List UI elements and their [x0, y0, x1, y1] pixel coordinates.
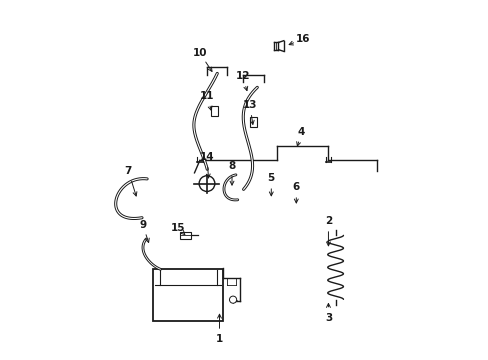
Text: 7: 7: [124, 166, 132, 176]
Circle shape: [229, 296, 236, 303]
Circle shape: [199, 176, 214, 192]
Text: 12: 12: [235, 71, 249, 81]
Bar: [211, 106, 217, 116]
Text: 10: 10: [192, 48, 207, 58]
Text: 5: 5: [267, 173, 274, 183]
Text: 3: 3: [324, 312, 331, 323]
Bar: [153, 269, 223, 321]
Bar: [250, 117, 256, 127]
Text: 1: 1: [215, 334, 223, 344]
Text: 9: 9: [139, 220, 146, 230]
Text: 15: 15: [171, 223, 185, 233]
Text: 13: 13: [242, 100, 257, 110]
Text: 11: 11: [199, 91, 214, 101]
Text: 2: 2: [324, 216, 331, 226]
Text: 4: 4: [297, 127, 305, 137]
Text: 16: 16: [296, 34, 310, 44]
Text: 8: 8: [228, 161, 235, 171]
Text: 6: 6: [292, 182, 299, 192]
Bar: [180, 232, 190, 239]
Text: 14: 14: [199, 152, 214, 162]
